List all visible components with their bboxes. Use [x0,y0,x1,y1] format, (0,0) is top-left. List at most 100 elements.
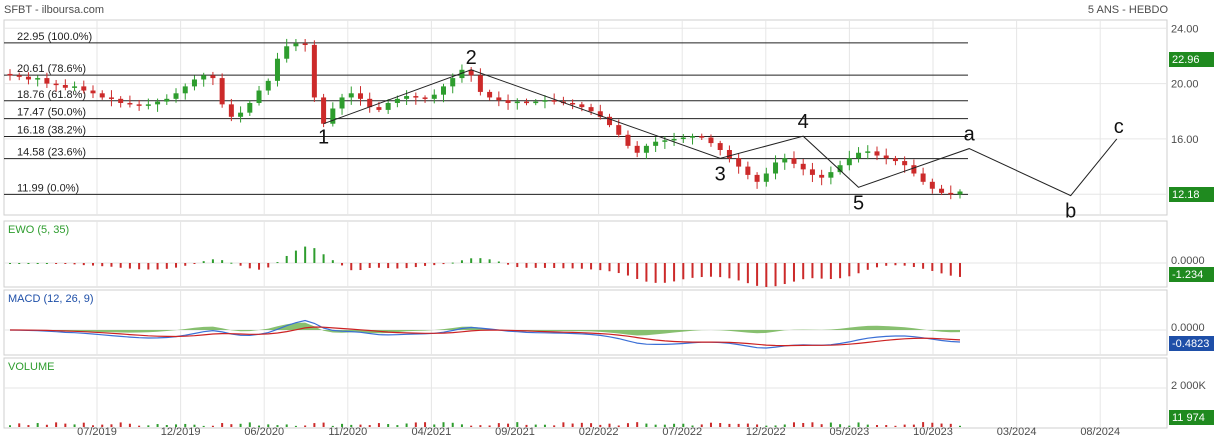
volume-bar [682,423,685,427]
volume-bar [645,423,648,427]
ewo-bar [857,263,860,274]
ewo-bar [322,254,325,263]
volume-bar [138,425,141,427]
ewo-bar [230,262,233,264]
ewo-bar [774,263,777,287]
ewo-bar [248,263,251,269]
candle-body [440,86,446,95]
value-tags: 22.96 12.18 -1.234 -0.4823 11 974 [1169,52,1214,425]
candle-body [634,145,640,153]
ewo-bar [451,262,454,264]
ewo-bar [940,263,943,274]
volume-bar [156,424,159,427]
x-tick-label: 12/2019 [161,426,201,438]
ewo-bar [507,263,510,265]
volume-bar [82,422,85,427]
x-tick-label: 10/2023 [913,426,953,438]
candle-body [431,94,437,99]
candle-body [321,97,327,124]
candle-body [588,107,594,112]
volume-bar [903,424,906,427]
candle-body [459,69,465,79]
current-price-tag [1169,187,1214,202]
candle-body [191,79,197,87]
x-tick-label: 11/2020 [328,426,367,438]
candle-body [846,158,852,166]
last-high-value: 22.96 [1172,54,1200,66]
volume-bar [922,422,925,427]
volume-bar [636,422,639,427]
fib-level-label: 14.58 (23.6%) [17,147,86,159]
candle-body [551,100,557,102]
ewo-bar [267,263,270,268]
ewo-bar [959,263,961,277]
x-tick-label: 08/2024 [1080,426,1120,438]
candle-body [357,93,363,99]
candle-body [939,188,945,193]
candle-body [496,97,502,101]
volume-bar [184,423,187,427]
ewo-bar [258,263,261,270]
candle-body [533,101,539,104]
volume-bar [553,425,556,427]
volume-bar [792,422,795,427]
candle-body [99,93,105,98]
volume-bar [322,422,325,427]
volume-bar [350,424,353,427]
candle-body [201,75,207,80]
ewo-bar [922,263,925,269]
ewo-bar [949,263,952,276]
x-tick-label: 04/2021 [412,426,452,438]
candle-body [782,158,788,163]
ewo-bar [27,263,30,264]
ewo-bar [709,263,712,277]
candle-body [127,102,133,105]
ewo-bar [184,263,187,266]
ewo-bar [64,263,67,264]
volume-bar [9,425,11,427]
ewo-bar [304,246,307,263]
candle-body [736,158,742,167]
panel-frames [3,19,1168,429]
candle-body [791,158,797,164]
candle-body [274,58,280,81]
candle-body [302,43,308,46]
volume-bar [313,423,316,427]
volume-bar [285,424,288,427]
candle-body [394,98,400,103]
ewo-bar [802,263,805,280]
volume-bar [765,425,768,427]
ewo-bar [55,263,58,264]
volume-bar [654,424,657,427]
ewo-bar [211,259,214,263]
candle-body [228,104,234,117]
candle-body [219,78,225,105]
candle-body [800,163,806,170]
volume-bar [534,424,537,427]
ewo-bar [617,263,620,274]
candle-body [293,43,299,47]
candle-body [311,44,317,98]
chart-period-label: 5 ANS - HEBDO [1088,4,1169,16]
signal-line [10,326,961,347]
volume-bar [488,425,491,427]
volume-bar [580,422,583,427]
candle-body [265,80,271,91]
y-tick-label: 20.00 [1171,79,1199,91]
candle-body [865,151,871,153]
volume-bar [802,422,805,427]
wave-label: 5 [853,192,864,214]
ewo-bar [912,263,915,268]
volume-bar [248,422,251,427]
candle-body [542,100,548,102]
ewo-bar [728,263,731,279]
volume-bar [377,423,380,427]
x-tick-label: 07/2022 [662,426,702,438]
volume-bar [442,422,445,427]
ewo-bar [396,263,399,269]
candle-body [376,107,382,110]
volume-current-value: 11 974 [1172,412,1205,424]
volume-bar [590,423,593,427]
candle-body [284,46,290,59]
